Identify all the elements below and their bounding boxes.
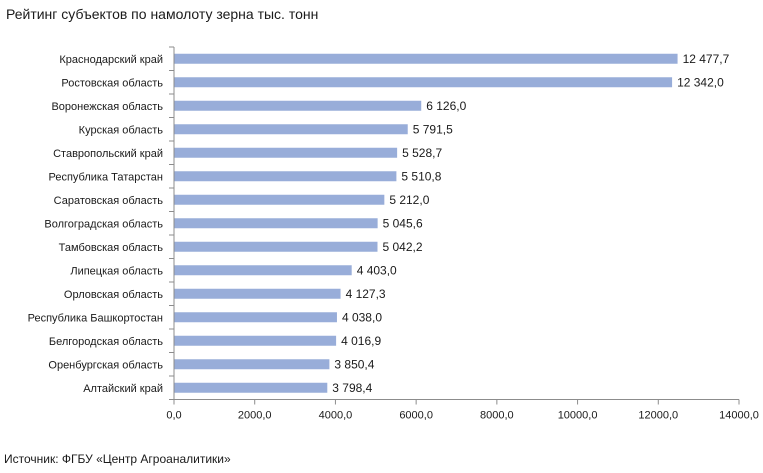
data-label: 4 016,9 <box>341 334 381 348</box>
data-label: 4 038,0 <box>342 310 382 324</box>
category-label: Волгоградская область <box>44 218 163 230</box>
data-label: 3 850,4 <box>334 357 374 371</box>
data-label: 5 510,8 <box>401 169 441 183</box>
data-label: 5 045,6 <box>383 216 423 230</box>
bar <box>174 171 397 182</box>
bar <box>174 312 337 323</box>
data-label: 5 791,5 <box>413 122 453 136</box>
data-label: 5 212,0 <box>389 193 429 207</box>
data-label: 12 477,7 <box>683 52 730 66</box>
category-label: Липецкая область <box>70 265 163 277</box>
bar <box>174 288 341 299</box>
data-label: 4 403,0 <box>357 263 397 277</box>
data-label: 4 127,3 <box>346 287 386 301</box>
data-label: 5 042,2 <box>382 240 422 254</box>
category-label: Саратовская область <box>54 195 164 207</box>
category-label: Республика Татарстан <box>48 171 163 183</box>
bar <box>174 124 408 135</box>
x-tick-label: 8000,0 <box>480 410 514 422</box>
bar <box>174 382 328 393</box>
data-label: 12 342,0 <box>677 75 724 89</box>
x-tick-label: 14000,0 <box>719 410 759 422</box>
category-label: Краснодарский край <box>59 54 163 66</box>
bar <box>174 53 678 64</box>
category-label: Алтайский край <box>83 383 163 395</box>
x-tick-label: 0,0 <box>166 410 181 422</box>
category-label: Республика Башкортостан <box>28 312 163 324</box>
bar <box>174 218 378 229</box>
x-tick-label: 10000,0 <box>558 410 598 422</box>
category-label: Оренбургская область <box>48 359 163 371</box>
bar <box>174 194 385 205</box>
bar <box>174 77 673 88</box>
data-label: 5 528,7 <box>402 146 442 160</box>
bar <box>174 265 352 276</box>
data-label: 3 798,4 <box>332 381 372 395</box>
bar <box>174 147 398 158</box>
bar <box>174 241 378 252</box>
category-label: Орловская область <box>64 289 163 301</box>
category-label: Ростовская область <box>61 77 163 89</box>
source-note: Источник: ФГБУ «Центр Агроаналитики» <box>4 452 231 466</box>
category-label: Тамбовская область <box>59 242 164 254</box>
bar <box>174 359 330 370</box>
x-tick-label: 2000,0 <box>238 410 272 422</box>
x-tick-label: 4000,0 <box>319 410 353 422</box>
x-tick-label: 6000,0 <box>399 410 433 422</box>
category-label: Белгородская область <box>49 336 163 348</box>
bar <box>174 100 422 111</box>
category-label: Курская область <box>79 124 164 136</box>
chart-title: Рейтинг субъектов по намолоту зерна тыс.… <box>6 6 319 22</box>
data-label: 6 126,0 <box>426 99 466 113</box>
x-tick-label: 12000,0 <box>638 410 678 422</box>
category-label: Воронежская область <box>51 101 163 113</box>
bar <box>174 335 337 346</box>
category-label: Ставропольский край <box>53 148 163 160</box>
